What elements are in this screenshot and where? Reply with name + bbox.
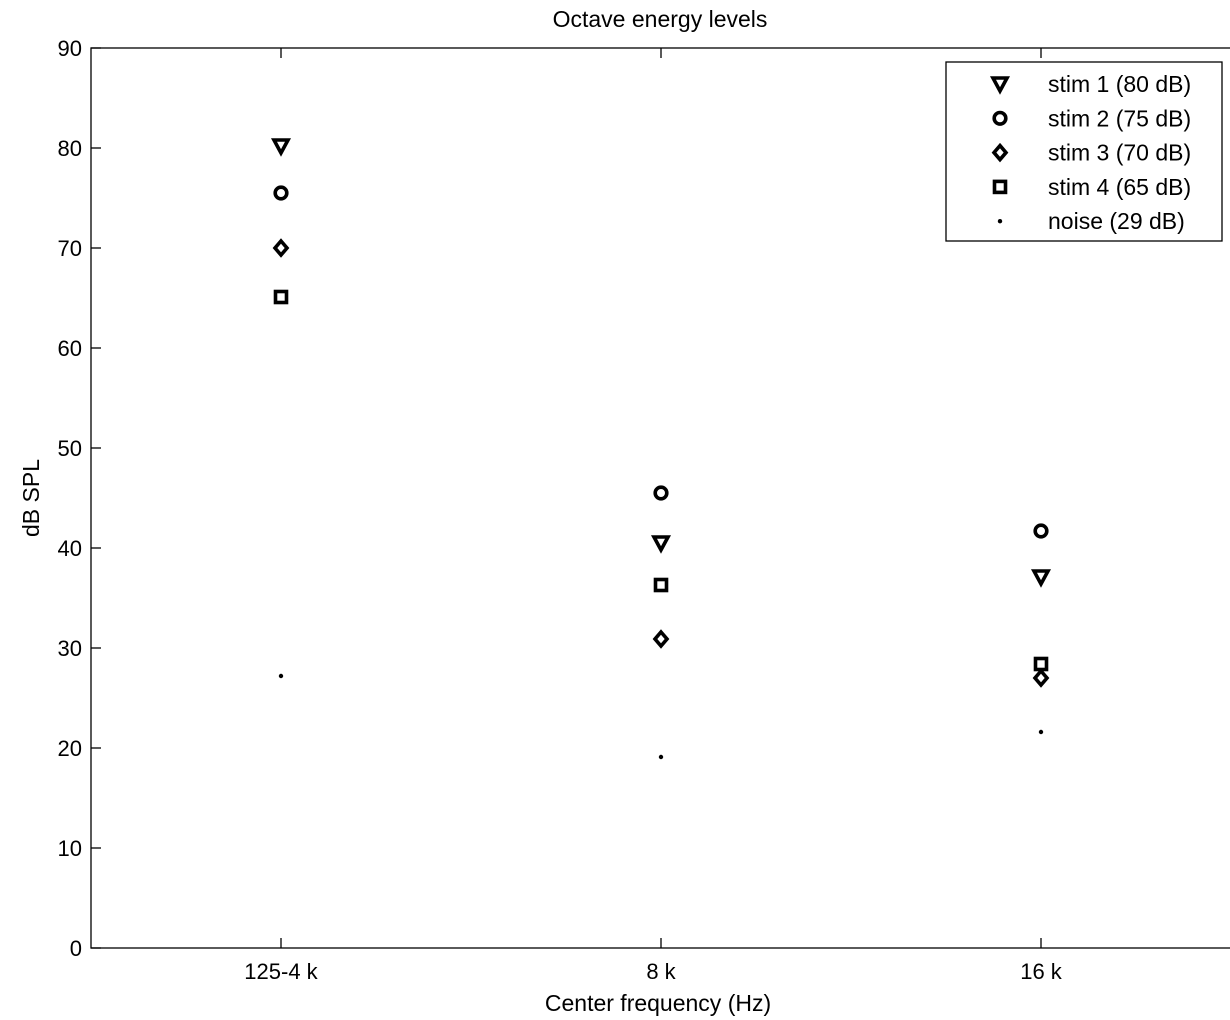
- point-series-1-125-4-k: [270, 138, 292, 157]
- point-series-3-8-k: [652, 629, 670, 649]
- point-series-5-8-k: [658, 754, 664, 760]
- legend: stim 1 (80 dB) stim 2 (75 dB) stim 3 (70 d…: [945, 61, 1223, 242]
- point-series-4-8-k: [653, 577, 669, 593]
- x-tick-label-125-4-k: 125-4 k: [244, 959, 318, 984]
- y-axis-ticks: 0 10 20 30 40 50 60 70 80 90: [58, 36, 101, 961]
- y-tick-label-60: 60: [58, 336, 82, 361]
- legend-label-5: noise (29 dB): [1048, 208, 1185, 234]
- x-tick-label-16-k: 16 k: [1020, 959, 1063, 984]
- point-series-3-16-k: [1032, 668, 1050, 688]
- data-points: [270, 138, 1052, 760]
- y-tick-label-30: 30: [58, 636, 82, 661]
- point-series-1-16-k: [1030, 569, 1052, 588]
- point-series-1-8-k: [650, 535, 672, 554]
- legend-label-1: stim 1 (80 dB): [1048, 71, 1191, 97]
- legend-label-3: stim 3 (70 dB): [1048, 140, 1191, 166]
- chart-title: Octave energy levels: [553, 6, 768, 32]
- y-tick-label-10: 10: [58, 836, 82, 861]
- x-axis-title: Center frequency (Hz): [545, 990, 771, 1016]
- x-tick-label-8-k: 8 k: [646, 959, 676, 984]
- y-tick-label-90: 90: [58, 36, 82, 61]
- legend-marker-3: [991, 142, 1009, 163]
- y-tick-label-20: 20: [58, 736, 82, 761]
- y-tick-label-70: 70: [58, 236, 82, 261]
- point-series-2-16-k: [1033, 523, 1049, 539]
- y-tick-label-80: 80: [58, 136, 82, 161]
- point-series-2-8-k: [653, 485, 669, 501]
- legend-marker-4: [992, 179, 1008, 195]
- legend-marker-2: [992, 110, 1008, 126]
- plot-frame: [90, 47, 1230, 949]
- legend-label-4: stim 4 (65 dB): [1048, 174, 1191, 200]
- y-tick-label-50: 50: [58, 436, 82, 461]
- y-tick-label-0: 0: [70, 936, 82, 961]
- y-tick-label-40: 40: [58, 536, 82, 561]
- point-series-5-125-4-k: [278, 673, 284, 679]
- x-axis-ticks: 125-4 k 8 k 16 k: [244, 48, 1063, 984]
- point-series-4-125-4-k: [273, 289, 289, 305]
- legend-marker-5: [997, 219, 1003, 224]
- point-series-4-16-k: [1033, 656, 1049, 672]
- y-axis-title: dB SPL: [18, 459, 44, 537]
- legend-label-2: stim 2 (75 dB): [1048, 105, 1191, 131]
- legend-box: [945, 61, 1223, 242]
- point-series-3-125-4-k: [272, 238, 290, 258]
- point-series-2-125-4-k: [273, 185, 289, 201]
- legend-marker-1: [989, 76, 1011, 95]
- point-series-5-16-k: [1038, 729, 1044, 735]
